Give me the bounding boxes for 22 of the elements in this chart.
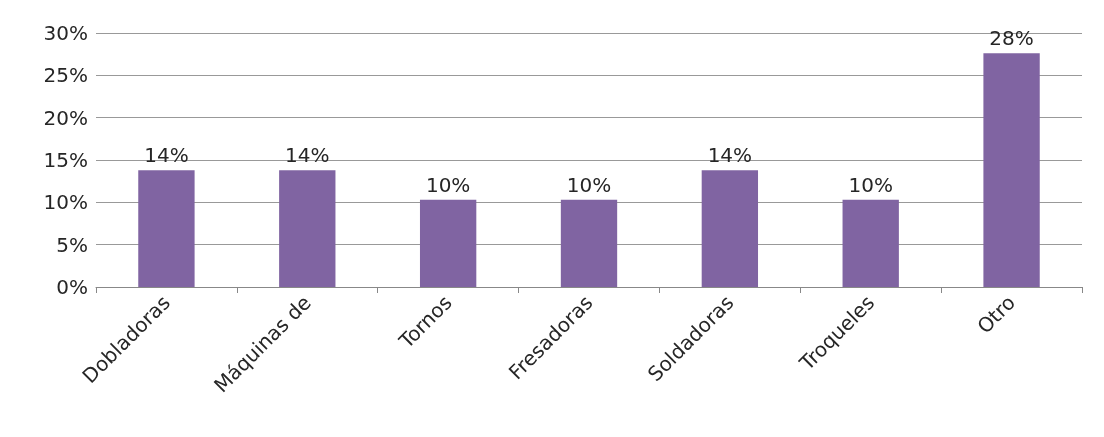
bar (138, 170, 195, 287)
data-label: 14% (144, 143, 189, 168)
y-tick-label: 15% (43, 148, 88, 172)
data-label: 10% (566, 172, 612, 197)
bar (560, 199, 618, 287)
y-tick-label: 0% (56, 275, 88, 299)
bar (279, 170, 336, 287)
bar (983, 53, 1040, 287)
x-tick-label: Otro (972, 290, 1021, 339)
y-tick-label: 25% (43, 63, 88, 88)
y-tick-label: 10% (43, 190, 88, 215)
bar (842, 199, 899, 287)
data-label: 10% (848, 172, 893, 197)
data-label: 14% (285, 143, 330, 168)
data-label: 10% (425, 172, 471, 197)
data-label: 14% (707, 143, 753, 168)
bar (701, 170, 759, 287)
y-tick-label: 5% (56, 232, 88, 257)
data-label: 28% (989, 26, 1034, 51)
y-tick-label: 30% (43, 21, 88, 45)
y-tick-label: 20% (43, 105, 88, 130)
bar (419, 199, 477, 287)
